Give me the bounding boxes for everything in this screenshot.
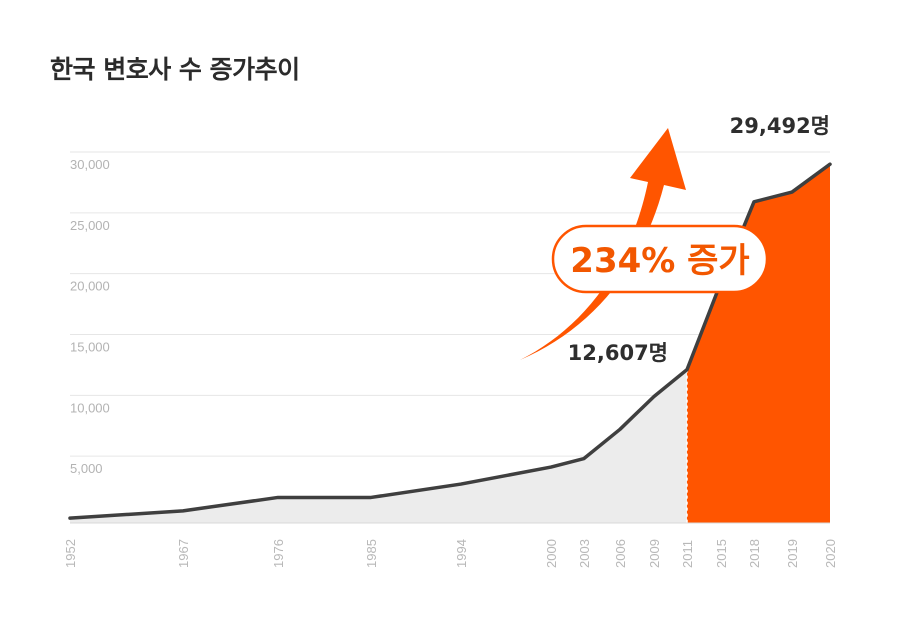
growth-label: 234% 증가 xyxy=(570,241,749,281)
x-tick-label: 2006 xyxy=(613,539,628,568)
x-tick-label: 2020 xyxy=(823,539,838,568)
y-tick-label: 15,000 xyxy=(70,340,110,355)
x-tick-label: 2011 xyxy=(680,540,695,568)
series-polyline xyxy=(68,162,832,520)
x-tick-label: 2003 xyxy=(577,539,592,568)
grid-lines xyxy=(70,151,830,457)
y-axis-ticks: 5,000 10,000 15,000 20,000 25,000 30,000 xyxy=(70,157,110,476)
x-tick-label: 2009 xyxy=(647,539,662,568)
x-tick-label: 2019 xyxy=(785,539,800,568)
x-tick-label: 1985 xyxy=(364,539,379,568)
y-tick-label: 20,000 xyxy=(70,279,110,294)
chart-title: 한국 변호사 수 증가추이 xyxy=(50,55,300,84)
x-tick-label: 2000 xyxy=(544,539,559,568)
area-before-2011 xyxy=(70,369,687,523)
area-fills xyxy=(70,164,830,524)
growth-callout-pill xyxy=(551,224,769,294)
x-tick-label: 1952 xyxy=(63,539,78,568)
y-tick-label: 30,000 xyxy=(70,157,110,172)
growth-arrow-shaft xyxy=(520,128,686,360)
growth-callout: 234% 증가 xyxy=(551,224,769,294)
growth-arrow xyxy=(520,128,686,360)
area-after-2011 xyxy=(687,164,830,523)
y-tick-label: 10,000 xyxy=(70,400,110,415)
series-line xyxy=(68,162,832,520)
value-label-2020: 29,492명 xyxy=(730,114,830,138)
x-tick-label: 1976 xyxy=(271,539,286,568)
x-tick-label: 2018 xyxy=(747,539,762,568)
x-axis-ticks: 1952 1967 1976 1985 1994 2000 2003 2006 2009 2011… xyxy=(63,539,838,568)
y-tick-label: 5,000 xyxy=(70,461,103,476)
x-tick-label: 1994 xyxy=(454,539,469,568)
value-label-2011: 12,607명 xyxy=(568,341,668,365)
y-tick-label: 25,000 xyxy=(70,218,110,233)
x-tick-label: 1967 xyxy=(176,539,191,568)
x-tick-label: 2015 xyxy=(714,539,729,568)
